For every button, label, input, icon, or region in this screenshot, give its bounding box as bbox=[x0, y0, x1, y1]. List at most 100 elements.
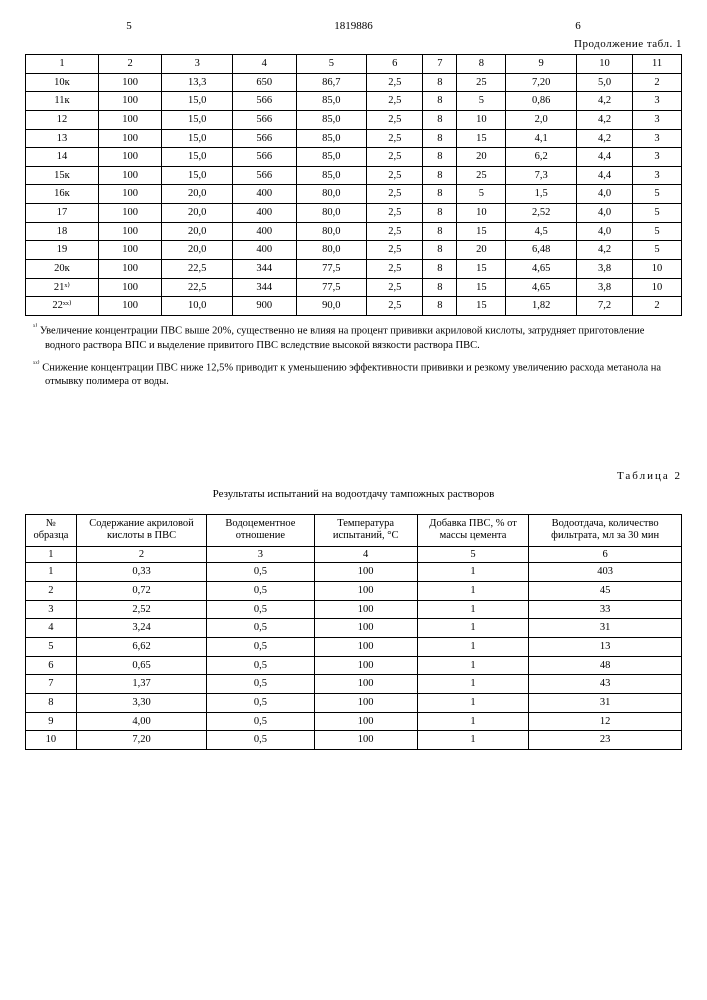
table-cell: 2 bbox=[76, 546, 206, 563]
table-cell: 15,0 bbox=[162, 129, 233, 148]
table-cell: 100 bbox=[314, 600, 417, 619]
table-cell: 17 bbox=[26, 204, 99, 223]
table-cell: 100 bbox=[314, 638, 417, 657]
table-cell: 4,0 bbox=[577, 222, 633, 241]
table-cell: 5 bbox=[633, 204, 682, 223]
page-num-left: 5 bbox=[126, 20, 132, 32]
table-cell: 5 bbox=[417, 546, 529, 563]
table-cell: 15,0 bbox=[162, 166, 233, 185]
table-row: 22ˣˣ⁾10010,090090,02,58151,827,22 bbox=[26, 297, 682, 316]
table-cell: 7,20 bbox=[76, 731, 206, 750]
table-cell: 4,2 bbox=[577, 110, 633, 129]
table-cell: 80,0 bbox=[296, 204, 367, 223]
table-cell: 2,5 bbox=[367, 166, 423, 185]
table-cell: 5 bbox=[26, 638, 77, 657]
table-cell: 900 bbox=[233, 297, 296, 316]
table-cell: 22,5 bbox=[162, 278, 233, 297]
table-cell: 0,5 bbox=[207, 731, 314, 750]
table-cell: 3 bbox=[633, 129, 682, 148]
table-cell: 4,2 bbox=[577, 92, 633, 111]
table-2-subheader-row: 123456 bbox=[26, 546, 682, 563]
table-cell: 85,0 bbox=[296, 110, 367, 129]
table-2-col-header: № образца bbox=[26, 514, 77, 546]
table-cell: 7 bbox=[26, 675, 77, 694]
table-cell: 22,5 bbox=[162, 260, 233, 279]
table-cell: 2,5 bbox=[367, 148, 423, 167]
table-cell: 0,5 bbox=[207, 619, 314, 638]
table-cell: 2,5 bbox=[367, 222, 423, 241]
table-cell: 0,86 bbox=[506, 92, 577, 111]
table-cell: 3,8 bbox=[577, 278, 633, 297]
table-cell: 100 bbox=[98, 73, 161, 92]
table-cell: 4,5 bbox=[506, 222, 577, 241]
table-cell: 4,2 bbox=[577, 241, 633, 260]
table-cell: 6 bbox=[529, 546, 682, 563]
table-2-col-header: Температура испытаний, °С bbox=[314, 514, 417, 546]
table-cell: 4,00 bbox=[76, 712, 206, 731]
table-cell: 4 bbox=[314, 546, 417, 563]
table-cell: 12 bbox=[26, 110, 99, 129]
table-2: № образцаСодержание акриловой кислоты в … bbox=[25, 514, 682, 750]
table-cell: 1 bbox=[417, 693, 529, 712]
table-cell: 5 bbox=[457, 92, 506, 111]
table-cell: 344 bbox=[233, 278, 296, 297]
table-1-col-header: 5 bbox=[296, 55, 367, 74]
table-cell: 4,65 bbox=[506, 260, 577, 279]
table-cell: 566 bbox=[233, 166, 296, 185]
table-cell: 2,5 bbox=[367, 204, 423, 223]
table-cell: 4,1 bbox=[506, 129, 577, 148]
table-cell: 7,3 bbox=[506, 166, 577, 185]
table-cell: 100 bbox=[314, 731, 417, 750]
table-cell: 1 bbox=[417, 638, 529, 657]
table-cell: 100 bbox=[98, 278, 161, 297]
table-cell: 2,5 bbox=[367, 92, 423, 111]
table-1-col-header: 11 bbox=[633, 55, 682, 74]
table-2-col-header: Водоцементное отношение bbox=[207, 514, 314, 546]
table-cell: 15,0 bbox=[162, 148, 233, 167]
table-cell: 100 bbox=[98, 204, 161, 223]
table-row: 32,520,5100133 bbox=[26, 600, 682, 619]
table-cell: 20,0 bbox=[162, 185, 233, 204]
table-cell: 0,5 bbox=[207, 563, 314, 582]
table-cell: 400 bbox=[233, 185, 296, 204]
table-cell: 2,5 bbox=[367, 278, 423, 297]
table-cell: 13 bbox=[26, 129, 99, 148]
table-cell: 8 bbox=[423, 260, 457, 279]
table-cell: 15,0 bbox=[162, 110, 233, 129]
table-cell: 2,5 bbox=[367, 185, 423, 204]
page-num-center: 1819886 bbox=[334, 20, 373, 32]
table-row: 1410015,056685,02,58206,24,43 bbox=[26, 148, 682, 167]
table-cell: 100 bbox=[98, 260, 161, 279]
table-cell: 20,0 bbox=[162, 204, 233, 223]
footnote-a-text: Увеличение концентрации ПВС выше 20%, су… bbox=[40, 325, 644, 350]
table-cell: 0,5 bbox=[207, 675, 314, 694]
table-cell: 100 bbox=[98, 148, 161, 167]
table-cell: 403 bbox=[529, 563, 682, 582]
table-cell: 10,0 bbox=[162, 297, 233, 316]
table-cell: 20 bbox=[457, 241, 506, 260]
table-cell: 8 bbox=[423, 222, 457, 241]
table-cell: 23 bbox=[529, 731, 682, 750]
table-cell: 1 bbox=[417, 712, 529, 731]
table-cell: 7,2 bbox=[577, 297, 633, 316]
table-cell: 8 bbox=[423, 73, 457, 92]
table-cell: 4,4 bbox=[577, 166, 633, 185]
table-cell: 25 bbox=[457, 166, 506, 185]
table-cell: 80,0 bbox=[296, 222, 367, 241]
table-cell: 1 bbox=[26, 546, 77, 563]
table-cell: 85,0 bbox=[296, 92, 367, 111]
table-row: 15к10015,056685,02,58257,34,43 bbox=[26, 166, 682, 185]
table-row: 1710020,040080,02,58102,524,05 bbox=[26, 204, 682, 223]
table-cell: 2,0 bbox=[506, 110, 577, 129]
table-cell: 400 bbox=[233, 241, 296, 260]
table-row: 1310015,056685,02,58154,14,23 bbox=[26, 129, 682, 148]
table-cell: 20,0 bbox=[162, 241, 233, 260]
table-cell: 31 bbox=[529, 619, 682, 638]
table-cell: 90,0 bbox=[296, 297, 367, 316]
table-cell: 1 bbox=[417, 675, 529, 694]
table-cell: 400 bbox=[233, 204, 296, 223]
footnote-b-prefix: ˣˣ⁾ bbox=[33, 359, 40, 368]
table-cell: 77,5 bbox=[296, 260, 367, 279]
table-1-col-header: 2 bbox=[98, 55, 161, 74]
table-cell: 8 bbox=[423, 166, 457, 185]
